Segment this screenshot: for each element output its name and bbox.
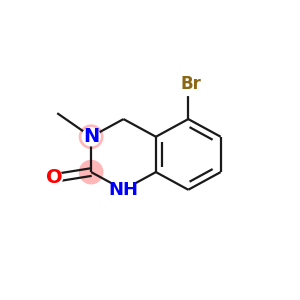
Circle shape [176,71,201,96]
Circle shape [46,169,63,187]
Text: Br: Br [180,75,201,93]
Circle shape [112,178,135,202]
Circle shape [79,160,104,184]
Text: N: N [83,127,99,146]
Text: NH: NH [109,181,139,199]
Text: methyl: methyl [51,111,56,112]
Text: O: O [46,169,63,188]
Circle shape [79,124,104,149]
Circle shape [81,127,101,146]
